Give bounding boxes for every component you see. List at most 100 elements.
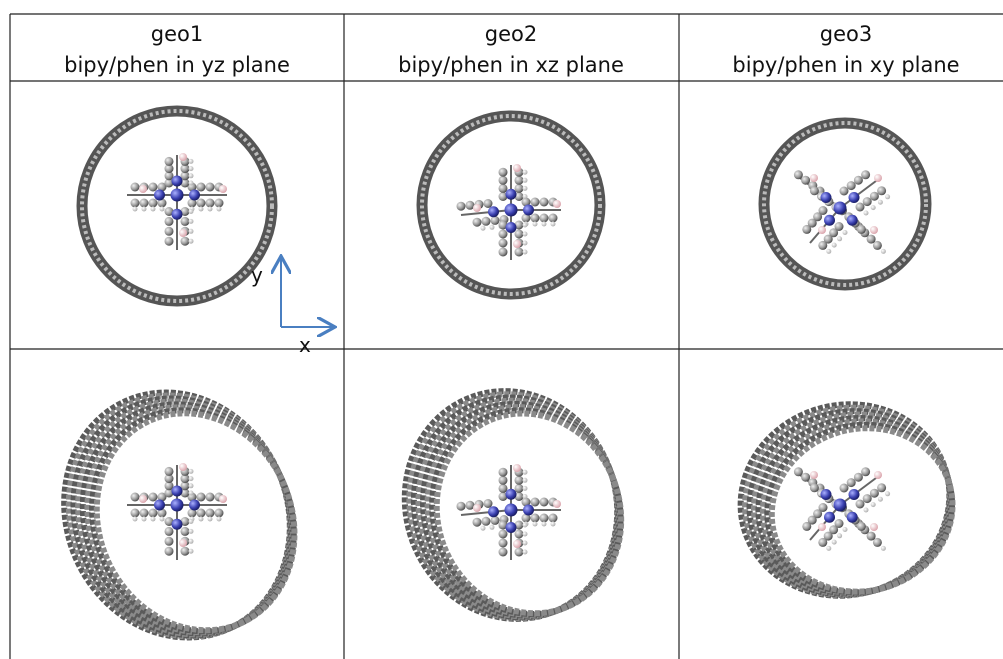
- bond: [460, 209, 512, 216]
- atom: [171, 208, 183, 220]
- atom: [189, 189, 200, 201]
- atom: [164, 481, 174, 491]
- atom: [514, 220, 524, 230]
- atom: [139, 198, 149, 208]
- ring-highlight: [80, 109, 274, 303]
- atom: [188, 548, 194, 554]
- atom: [853, 175, 863, 185]
- atom: [216, 206, 222, 212]
- atom: [870, 502, 876, 508]
- atom: [164, 164, 174, 174]
- atom: [866, 531, 876, 541]
- atom: [826, 248, 832, 254]
- bond: [809, 504, 841, 541]
- atom: [157, 182, 167, 192]
- molecule: [127, 153, 227, 250]
- atom: [514, 183, 524, 193]
- atom: [498, 483, 508, 493]
- atom: [550, 221, 556, 227]
- atom: [498, 520, 508, 530]
- atom: [504, 203, 518, 217]
- molecule: [456, 464, 561, 560]
- atom: [522, 494, 528, 499]
- atom: [553, 500, 561, 508]
- atom: [498, 238, 508, 248]
- atom: [132, 516, 138, 522]
- atom: [877, 483, 887, 493]
- atom: [170, 188, 184, 202]
- atom: [188, 490, 194, 496]
- atom: [846, 478, 856, 488]
- atom: [877, 199, 883, 205]
- atom: [870, 226, 878, 234]
- header-title: geo2: [485, 22, 537, 46]
- atom: [539, 513, 549, 523]
- atom: [522, 549, 528, 555]
- atom: [139, 185, 147, 193]
- atom: [824, 511, 835, 523]
- atom: [818, 240, 828, 250]
- atom: [150, 206, 156, 212]
- ring-highlight: [762, 121, 928, 287]
- atom: [498, 467, 508, 477]
- atom: [148, 492, 158, 502]
- atom: [164, 216, 174, 226]
- atom: [522, 222, 528, 228]
- atom: [505, 188, 517, 200]
- tube-wall: [433, 410, 625, 617]
- molecule: [793, 170, 891, 254]
- atom: [831, 539, 837, 545]
- atom: [532, 221, 538, 227]
- atom: [539, 213, 549, 223]
- atom: [188, 158, 194, 164]
- atom: [861, 467, 871, 477]
- atom: [132, 206, 138, 212]
- atom: [522, 477, 528, 483]
- atom: [541, 221, 547, 227]
- atom: [548, 513, 558, 523]
- atom: [514, 475, 524, 485]
- nanotube-tilted-view: [61, 389, 298, 641]
- atom: [488, 206, 499, 218]
- atom: [553, 200, 561, 208]
- atom: [831, 242, 837, 248]
- atom: [813, 212, 823, 222]
- atom: [514, 229, 524, 239]
- atom: [548, 213, 558, 223]
- atom: [198, 516, 204, 522]
- atom: [188, 468, 194, 474]
- atom: [180, 474, 190, 484]
- atom: [824, 214, 835, 226]
- atom: [862, 494, 872, 504]
- atom: [219, 185, 227, 193]
- atom: [139, 495, 147, 503]
- atom: [855, 202, 865, 212]
- atom: [170, 498, 184, 512]
- atom: [207, 516, 213, 522]
- atom: [180, 236, 190, 246]
- atom: [473, 204, 481, 212]
- atom: [180, 488, 190, 498]
- atom: [530, 213, 540, 223]
- atom: [188, 238, 194, 244]
- atom: [164, 171, 174, 181]
- atom: [818, 226, 826, 234]
- atom: [505, 222, 517, 233]
- atom: [513, 240, 521, 248]
- atom: [130, 182, 140, 192]
- atom: [139, 508, 149, 518]
- atom: [179, 539, 187, 547]
- atom: [550, 521, 556, 527]
- atom: [829, 525, 839, 535]
- tube-wall: [93, 410, 298, 634]
- atom: [514, 520, 524, 530]
- atom: [530, 497, 540, 507]
- atom: [513, 464, 521, 472]
- atom: [498, 538, 508, 548]
- atom: [514, 529, 524, 539]
- atom: [164, 546, 174, 556]
- atom: [157, 198, 167, 208]
- atom: [188, 180, 194, 186]
- atom: [180, 216, 190, 226]
